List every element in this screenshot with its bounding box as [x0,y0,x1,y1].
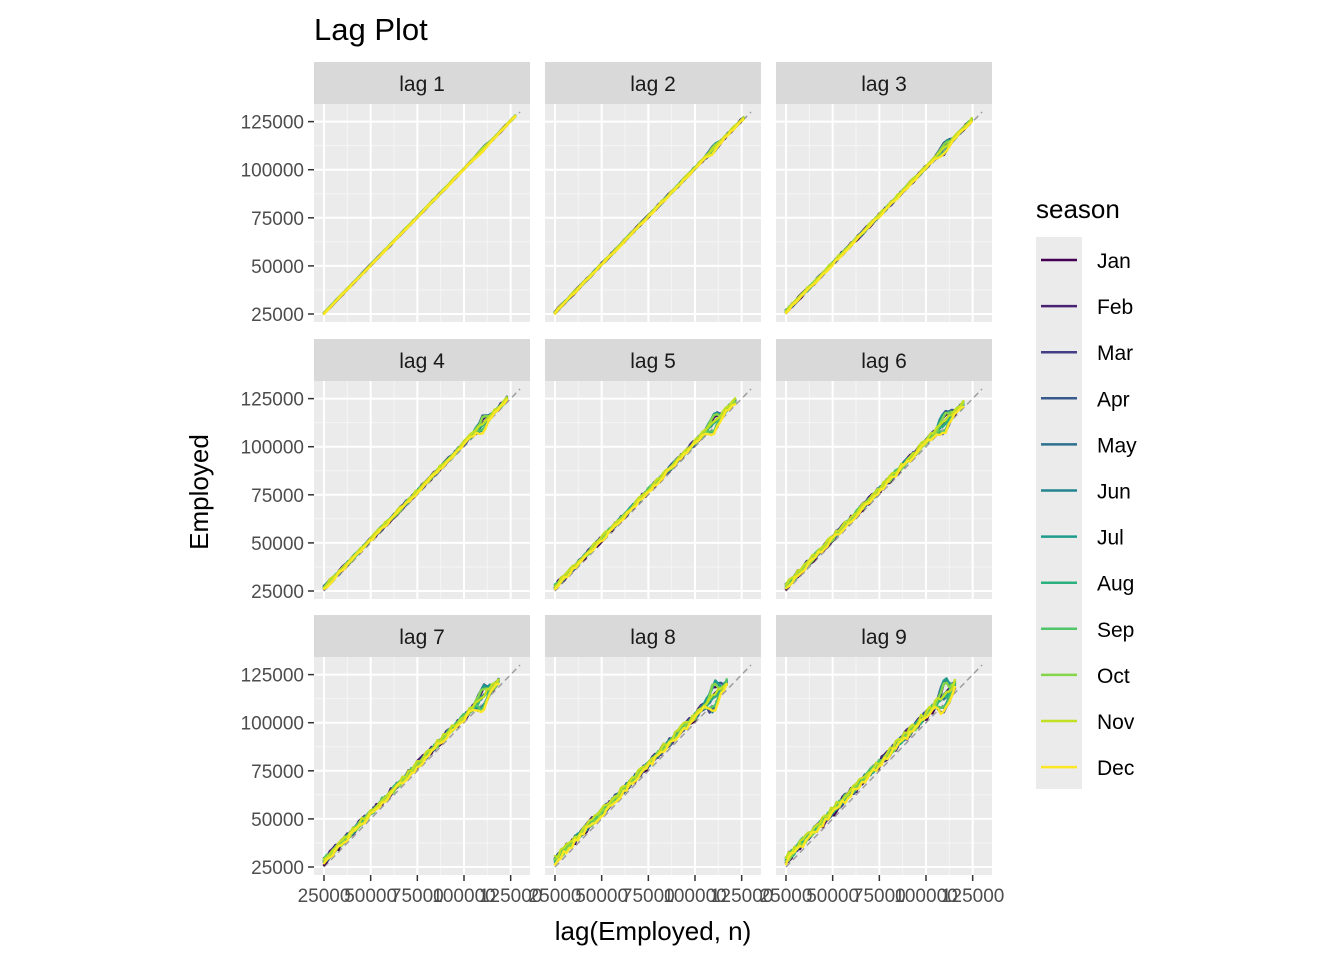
panel-lag-2: lag 2 [545,62,761,322]
facet-strip [545,62,761,104]
legend-label-Sep: Sep [1097,619,1134,642]
y-tick-label: 75000 [251,762,304,783]
panel-lag-7: lag 7 [314,615,530,875]
x-tick-label: 25000 [760,886,813,907]
series-line-Dec [784,405,965,590]
legend-label-Oct: Oct [1097,665,1130,688]
series-line-Dec [553,403,737,591]
facet-strip-label: lag 4 [399,350,445,373]
facet-strip [314,339,530,381]
y-tick-label: 100000 [241,714,304,735]
legend-label-Apr: Apr [1097,388,1130,411]
panel-lag-5: lag 5 [545,339,761,599]
x-tick-label: 100000 [432,886,495,907]
facet-strip-label: lag 2 [630,73,676,96]
x-tick-label: 50000 [344,886,397,907]
x-tick-label: 125000 [479,886,542,907]
legend-label-Mar: Mar [1097,342,1133,365]
legend-label-Feb: Feb [1097,296,1133,319]
x-tick-label: 125000 [941,886,1004,907]
y-tick-label: 100000 [241,438,304,459]
legend-label-May: May [1097,434,1137,457]
x-tick-label: 75000 [391,886,444,907]
legend-key-background [1036,237,1082,789]
series-line-Nov [784,116,973,313]
panel-lag-8: lag 8 [545,615,761,875]
facet-strip-label: lag 3 [861,73,907,96]
chart-title: Lag Plot [314,12,428,47]
x-axis-title: lag(Employed, n) [555,916,752,946]
y-tick-label: 100000 [241,161,304,182]
facet-strip-label: lag 5 [630,350,676,373]
y-tick-label: 25000 [251,305,304,326]
facet-strip-label: lag 9 [861,626,907,649]
facet-strip [545,615,761,657]
legend: season Jan Feb Mar Apr May Jun Jul Aug Sep Oct Nov D… [1036,194,1137,789]
y-tick-label: 50000 [251,810,304,831]
panel-lag-3: lag 3 [776,62,992,322]
legend-title: season [1036,194,1120,224]
legend-label-Jan: Jan [1097,250,1131,273]
y-tick-label: 75000 [251,486,304,507]
x-tick-label: 75000 [622,886,675,907]
x-tick-label: 50000 [575,886,628,907]
y-tick-label: 125000 [241,113,304,134]
facet-strip [776,62,992,104]
facet-strip [314,615,530,657]
series-line-Dec [784,686,957,866]
facet-strip [776,615,992,657]
x-tick-label: 50000 [806,886,859,907]
y-tick-label: 25000 [251,582,304,603]
series-line-Dec [322,115,517,316]
y-tick-label: 125000 [241,666,304,687]
series-line-Nov [553,682,728,859]
x-tick-label: 125000 [710,886,773,907]
y-tick-label: 75000 [251,209,304,230]
panel-lag-1: lag 1 [314,62,530,322]
facet-strip [314,62,530,104]
x-tick-label: 25000 [529,886,582,907]
facet-panels: lag 1 lag 2 lag 3 lag 4 lag 5 lag 6 lag 7 lag 8… [314,62,992,875]
facet-strip-label: lag 7 [399,626,445,649]
facet-strip [776,339,992,381]
series-line-Dec [553,118,745,315]
series-line-Nov [322,678,500,861]
y-axis-title: Employed [184,434,214,550]
y-axis: 25000 50000 75000 100000 125000 25000 50000 750… [241,113,314,879]
legend-label-Dec: Dec [1097,757,1134,780]
facet-strip-label: lag 6 [861,350,907,373]
y-tick-label: 25000 [251,858,304,879]
legend-label-Aug: Aug [1097,573,1134,596]
series-line-Dec [784,120,973,315]
x-tick-label: 25000 [298,886,351,907]
facet-strip-label: lag 8 [630,626,676,649]
series-line-Dec [322,682,500,865]
y-tick-label: 125000 [241,390,304,411]
x-tick-label: 100000 [894,886,957,907]
facet-strip [545,339,761,381]
panel-lag-9: lag 9 [776,615,992,875]
x-tick-label: 75000 [853,886,906,907]
panel-lag-4: lag 4 [314,339,530,599]
series-line-Dec [322,398,509,591]
legend-label-Jun: Jun [1097,481,1131,504]
y-tick-label: 50000 [251,534,304,555]
legend-label-Jul: Jul [1097,527,1124,550]
y-tick-label: 50000 [251,257,304,278]
series-line-Dec [553,683,728,866]
panel-lag-6: lag 6 [776,339,992,599]
x-tick-label: 100000 [663,886,726,907]
legend-label-Nov: Nov [1097,711,1135,734]
facet-strip-label: lag 1 [399,73,445,96]
x-axis: 2500050000750001000001250002500050000750… [298,875,1004,907]
